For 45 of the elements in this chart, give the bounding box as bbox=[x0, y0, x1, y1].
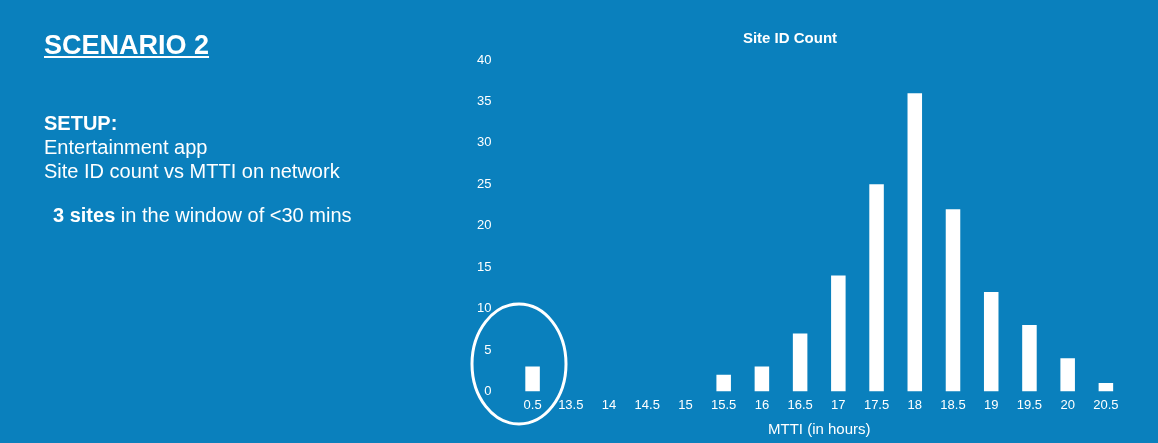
bar bbox=[1022, 325, 1037, 392]
y-tick-label: 0 bbox=[484, 382, 492, 398]
x-tick-label: 16.5 bbox=[787, 396, 813, 412]
chart-title: Site ID Count bbox=[742, 29, 838, 47]
x-tick-label: 16 bbox=[754, 396, 770, 412]
bar bbox=[754, 366, 770, 392]
bar bbox=[1098, 383, 1114, 392]
text: Entertainment app bbox=[44, 135, 209, 159]
x-tick-label: 15 bbox=[678, 396, 693, 412]
x-tick-label: 17 bbox=[831, 396, 846, 412]
bar bbox=[869, 184, 884, 392]
text: 3 sites bbox=[53, 204, 116, 226]
text: Site ID count vs MTTI on network bbox=[44, 159, 341, 183]
x-tick-label: 20 bbox=[1060, 396, 1075, 412]
x-tick-label: 14.5 bbox=[634, 396, 660, 412]
bar bbox=[716, 374, 731, 392]
x-tick-label: 13.5 bbox=[558, 396, 584, 412]
x-tick-label: 14 bbox=[601, 396, 617, 412]
text: in the window of <30 mins bbox=[119, 204, 352, 226]
y-tick-label: 10 bbox=[476, 300, 492, 316]
y-tick-label: 20 bbox=[476, 217, 492, 233]
bar bbox=[907, 93, 923, 392]
y-tick-label: 30 bbox=[476, 134, 492, 150]
x-tick-label: 0.5 bbox=[523, 396, 542, 412]
x-tick-label: 20.5 bbox=[1093, 396, 1119, 412]
y-tick-label: 5 bbox=[484, 341, 492, 357]
bar bbox=[1060, 358, 1075, 392]
x-tick-label: 19 bbox=[983, 396, 999, 412]
bar bbox=[831, 275, 846, 392]
y-tick-label: 25 bbox=[476, 175, 492, 191]
x-tick-label: 18.5 bbox=[940, 396, 966, 412]
bar bbox=[525, 366, 540, 392]
y-tick-label: 15 bbox=[476, 258, 492, 274]
bar bbox=[983, 291, 999, 392]
x-tick-label: 17.5 bbox=[863, 396, 890, 412]
bar bbox=[945, 209, 961, 392]
y-tick-label: 40 bbox=[476, 51, 492, 67]
text: SCENARIO 2 bbox=[44, 30, 211, 61]
x-tick-label: 18 bbox=[907, 396, 923, 412]
x-tick-label: 15.5 bbox=[711, 396, 737, 412]
text: SETUP: bbox=[44, 111, 119, 135]
bar bbox=[792, 333, 808, 392]
x-axis-title: MTTI (in hours) bbox=[767, 420, 871, 438]
y-tick-label: 35 bbox=[476, 93, 492, 108]
x-tick-label: 19.5 bbox=[1016, 396, 1043, 412]
